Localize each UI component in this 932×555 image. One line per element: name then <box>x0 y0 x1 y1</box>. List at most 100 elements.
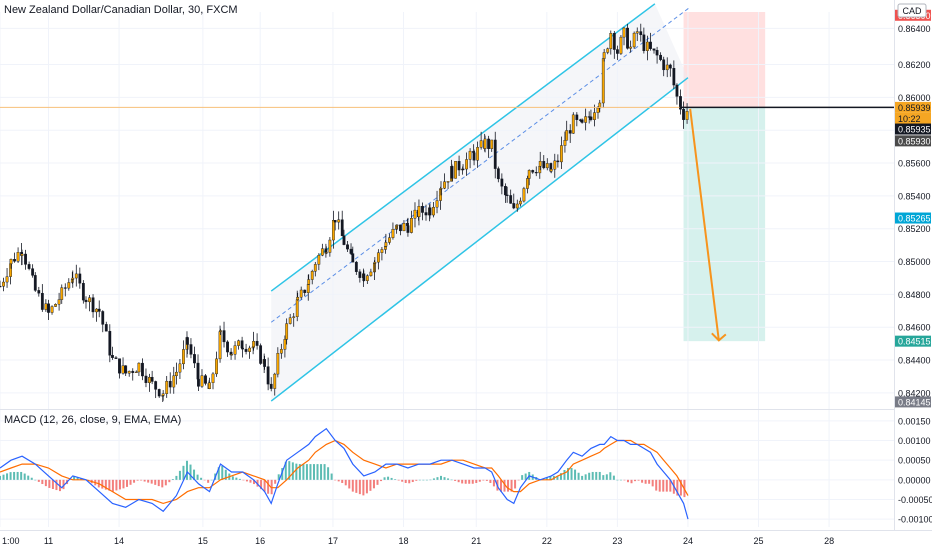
time-tick-label: 14 <box>114 536 124 546</box>
macd-histogram-bar <box>559 473 562 480</box>
macd-histogram-bar <box>344 479 347 486</box>
candle-body <box>154 381 158 390</box>
candle-body <box>410 218 413 233</box>
candle-body <box>509 195 513 204</box>
candle-body <box>388 237 391 243</box>
macd-histogram-bar <box>210 479 213 481</box>
candle-body <box>642 34 646 51</box>
macd-histogram-bar <box>136 479 139 481</box>
channel-fill <box>271 3 688 402</box>
channel-upper-line[interactable] <box>270 3 656 292</box>
candle-body <box>310 271 314 280</box>
projection-arrow-head[interactable] <box>711 332 727 342</box>
candle-body <box>435 200 439 208</box>
macd-axis[interactable]: 0.00150 0.00100 0.00050 0.00000 -0.00050 -0.0… <box>898 416 932 524</box>
price-tick-label: 0.85200 <box>898 224 931 234</box>
candle-body <box>313 264 317 272</box>
candle-body <box>131 370 135 373</box>
candle-body <box>44 303 48 310</box>
candle-body <box>652 48 656 51</box>
time-tick-label: 18 <box>399 536 409 546</box>
candle-body <box>118 358 121 374</box>
macd-histogram-bar <box>34 479 37 481</box>
macd-histogram-bar <box>291 462 294 480</box>
candle-body <box>124 365 128 374</box>
macd-histogram-bar <box>51 479 54 489</box>
price-label-text: 0.85939 <box>898 103 931 113</box>
macd-histogram-bar <box>305 464 308 480</box>
price-label-bg <box>895 135 931 147</box>
candle-body <box>74 273 78 279</box>
candle-body <box>402 223 406 232</box>
candle-body <box>553 160 557 170</box>
price-tick-label: 0.86000 <box>898 93 931 103</box>
macd-histogram-bar <box>514 479 517 489</box>
macd-histogram-bar <box>425 479 428 481</box>
candle-body <box>200 375 204 387</box>
candle-body <box>668 64 672 69</box>
macd-histogram-bar <box>655 479 658 491</box>
candle-body <box>380 249 384 253</box>
macd-histogram-bar <box>383 477 386 480</box>
time-tick-label: 22 <box>542 536 552 546</box>
macd-histogram-bar <box>245 479 248 482</box>
macd-histogram-bar <box>609 472 612 480</box>
symbol-legend[interactable]: New Zealand Dollar/Canadian Dollar, 30, … <box>4 4 238 16</box>
candle-body <box>619 36 623 54</box>
candle-body <box>303 289 307 293</box>
candle-body <box>639 31 643 36</box>
projection-arrow-shaft[interactable] <box>689 108 720 341</box>
macd-histogram-bar <box>337 479 340 482</box>
take-profit-zone[interactable] <box>683 107 766 342</box>
candle-body <box>454 161 457 179</box>
candle-body <box>559 145 563 163</box>
macd-histogram-bar <box>612 475 615 480</box>
macd-legend[interactable]: MACD (12, 26, close, 9, EMA, EMA) <box>4 414 182 426</box>
candle-body <box>609 33 613 49</box>
drawings[interactable] <box>0 106 894 342</box>
macd-histogram-bar <box>143 479 146 482</box>
candle-body <box>168 380 172 388</box>
channel-lower-line[interactable] <box>270 77 689 402</box>
ascending-channel[interactable] <box>270 3 691 402</box>
candle-body <box>622 27 626 38</box>
candle-body <box>417 206 421 218</box>
candle-body <box>571 114 575 134</box>
price-candles <box>0 23 689 402</box>
candle-body <box>515 203 519 209</box>
macd-histogram-bar <box>475 479 478 483</box>
candle-body <box>276 353 280 375</box>
candle-body <box>490 139 494 149</box>
price-label-text: 0.85935 <box>898 125 931 135</box>
candle-body <box>682 108 685 120</box>
channel-median-line[interactable] <box>270 6 691 323</box>
candle-body <box>545 163 549 169</box>
macd-histogram-bar <box>221 465 224 480</box>
candle-body <box>226 341 229 353</box>
candle-body <box>342 235 346 245</box>
macd-histogram-bar <box>355 479 358 493</box>
candle-body <box>215 358 218 375</box>
candle-body <box>424 212 428 216</box>
currency-badge[interactable]: CAD <box>897 3 927 18</box>
macd-histogram-bar <box>126 479 129 487</box>
candle-body <box>655 50 659 56</box>
candle-body <box>565 130 569 141</box>
candle-body <box>496 168 500 180</box>
time-tick-label: 1:00 <box>2 536 20 546</box>
price-labels: 0.865000.8593910:220.859350.859300.85265… <box>895 9 931 408</box>
candle-body <box>121 365 125 374</box>
macd-line[interactable] <box>0 427 689 520</box>
time-axis[interactable]: 1:00 11 14 15 16 17 18 21 22 23 24 25 28 <box>2 536 834 546</box>
candle-body <box>320 248 324 256</box>
macd-histogram-bar <box>372 479 375 489</box>
macd-histogram-bar <box>630 479 633 484</box>
candle-body <box>218 331 222 360</box>
candle-body <box>675 84 679 97</box>
candle-body <box>413 209 417 219</box>
candle-body <box>31 268 35 276</box>
stop-loss-zone[interactable] <box>683 12 766 108</box>
currency-badge-frame <box>897 3 927 18</box>
macd-histogram-bar <box>217 467 220 480</box>
